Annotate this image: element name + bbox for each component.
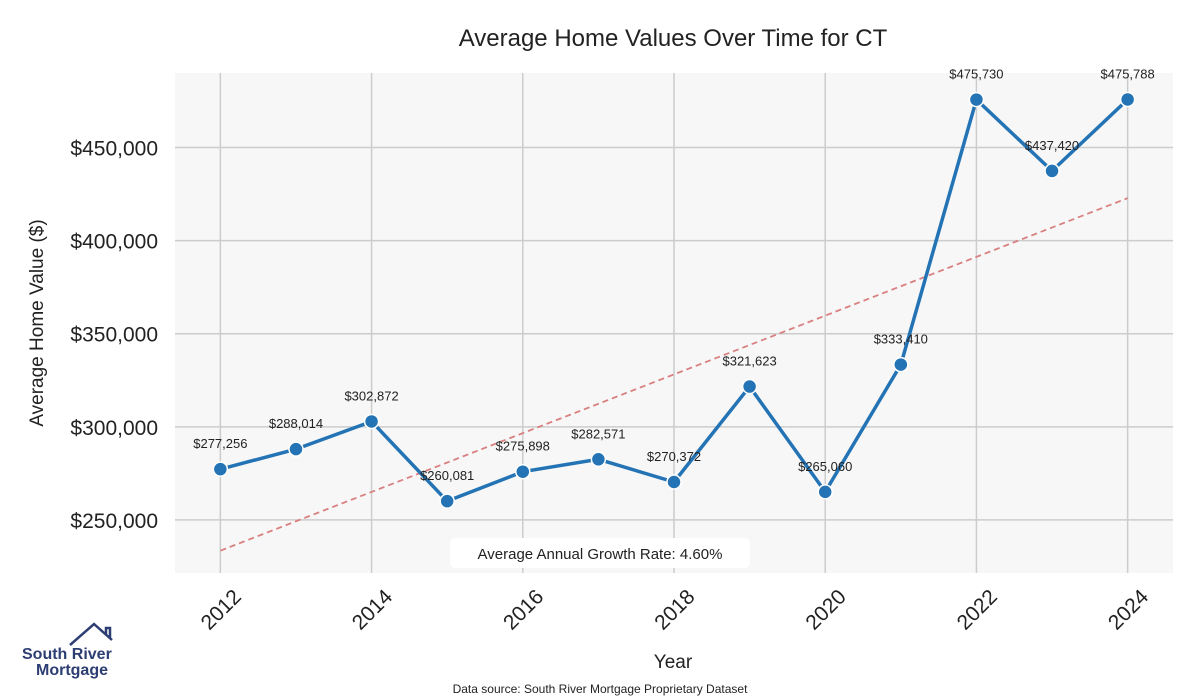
annotation-box bbox=[450, 538, 750, 568]
data-point bbox=[590, 451, 607, 468]
trend-line bbox=[220, 197, 1128, 552]
company-logo: South River Mortgage bbox=[22, 622, 113, 679]
x-tick-label: 2020 bbox=[801, 585, 850, 634]
x-tick-label: 2012 bbox=[197, 585, 246, 634]
data-point bbox=[515, 463, 531, 480]
annotation-text: Average Annual Growth Rate: 4.60% bbox=[478, 546, 723, 563]
x-tick-label: 2016 bbox=[499, 585, 548, 634]
x-tick-label: 2018 bbox=[650, 585, 699, 634]
data-points bbox=[212, 91, 1136, 509]
data-label: $321,623 bbox=[722, 354, 776, 369]
growth-rate-annotation: Average Annual Growth Rate: 4.60% bbox=[450, 538, 750, 568]
x-axis-label: Year bbox=[654, 652, 693, 673]
data-source: Data source: South River Mortgage Propri… bbox=[453, 682, 748, 696]
chart-title: Average Home Values Over Time for CT bbox=[459, 25, 888, 52]
data-label: $260,081 bbox=[420, 468, 474, 483]
data-point bbox=[1119, 91, 1136, 108]
y-axis-label: Average Home Value ($) bbox=[27, 219, 48, 426]
data-label: $288,014 bbox=[269, 416, 323, 431]
data-point bbox=[741, 378, 758, 395]
y-tick-label: $350,000 bbox=[70, 324, 158, 347]
data-point bbox=[1044, 163, 1060, 179]
data-label: $282,571 bbox=[571, 426, 625, 441]
data-labels: $277,256 $288,014 $302,872 $260,081 $275,898… bbox=[193, 66, 1155, 483]
data-label: $333,410 bbox=[874, 332, 928, 347]
y-tick-label: $250,000 bbox=[70, 510, 158, 533]
logo-line-2: Mortgage bbox=[36, 662, 108, 679]
y-axis-ticks: $250,000 $300,000 $350,000 $400,000 $450,000 bbox=[70, 137, 158, 532]
data-label: $270,372 bbox=[647, 449, 701, 464]
data-point bbox=[968, 91, 985, 108]
data-point bbox=[363, 413, 380, 430]
data-label: $277,256 bbox=[193, 436, 247, 451]
y-tick-label: $300,000 bbox=[70, 417, 158, 440]
data-point bbox=[893, 356, 909, 373]
data-label: $475,730 bbox=[949, 67, 1003, 82]
y-tick-label: $400,000 bbox=[70, 231, 158, 254]
data-point bbox=[439, 493, 455, 509]
y-tick-label: $450,000 bbox=[70, 137, 158, 160]
data-label: $302,872 bbox=[344, 388, 398, 403]
x-tick-label: 2014 bbox=[348, 585, 398, 635]
data-point bbox=[288, 441, 304, 457]
data-label: $275,898 bbox=[496, 439, 550, 454]
data-point bbox=[212, 461, 229, 477]
x-tick-label: 2022 bbox=[953, 585, 1002, 634]
x-axis-ticks: 2012 2014 2016 2018 2020 2022 2024 bbox=[197, 585, 1154, 635]
house-roof-icon bbox=[69, 622, 113, 646]
x-tick-label: 2024 bbox=[1104, 585, 1154, 635]
data-point bbox=[817, 484, 833, 500]
data-label: $437,420 bbox=[1025, 138, 1079, 153]
data-label: $265,060 bbox=[798, 459, 852, 474]
data-point bbox=[666, 474, 682, 490]
data-label: $475,788 bbox=[1101, 66, 1155, 81]
logo-line-1: South River bbox=[22, 646, 112, 663]
